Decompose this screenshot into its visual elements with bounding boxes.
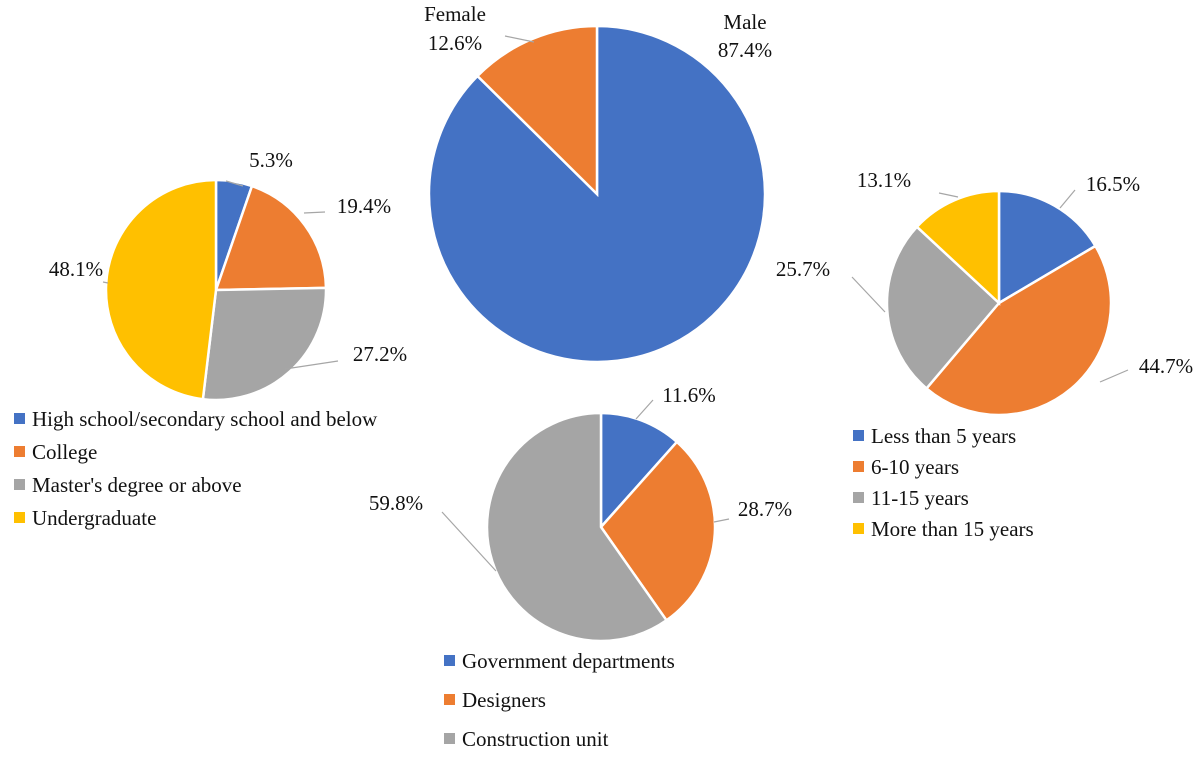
slice-less-than-5-years (997, 189, 1098, 306)
participant-legend: Government departments Designers Construct… (444, 649, 675, 751)
education-pie: 5.3% 19.4% 27.2% 48.1% High school/secondary… (14, 148, 407, 530)
experience-pie: 16.5% 44.7% 25.7% 13.1% Less than 5 years 6-1… (776, 168, 1193, 541)
slice-female (475, 24, 599, 197)
gender-pie: Male 87.4% Female 12.6% (424, 2, 772, 364)
legend-swatch-6-10-years (853, 461, 864, 472)
slice-value-high-school-secondary-school-and-below: 5.3% (249, 148, 293, 172)
slice-name-female: Female (424, 2, 486, 26)
slice-value-government-departments: 11.6% (662, 383, 715, 407)
leader-line (225, 180, 244, 187)
leader-line (851, 276, 886, 313)
legend-label-11-15-years: 11-15 years (871, 486, 969, 510)
legend-label-designers: Designers (462, 688, 546, 712)
legend-label-6-10-years: 6-10 years (871, 455, 959, 479)
leader-line (1059, 189, 1076, 209)
slice-value-male: 87.4% (718, 38, 772, 62)
legend-swatch-undergraduate (14, 512, 25, 523)
legend-label-high-school-secondary-school-and-below: High school/secondary school and below (32, 407, 378, 431)
legend-label-undergraduate: Undergraduate (32, 506, 156, 530)
slice-value-female: 12.6% (428, 31, 482, 55)
legend-swatch-construction-unit (444, 733, 455, 744)
slice-value-college: 19.4% (337, 194, 391, 218)
slice-value-more-than-15-years: 13.1% (857, 168, 911, 192)
legend-swatch-master-s-degree-or-above (14, 479, 25, 490)
slice-value-construction-unit: 59.8% (369, 491, 423, 515)
leader-line (284, 360, 339, 370)
slice-college (214, 184, 328, 292)
leader-line (441, 511, 497, 572)
leader-line (303, 211, 326, 214)
slice-construction-unit (485, 411, 669, 643)
slice-master-s-degree-or-above (201, 286, 328, 402)
slice-11-15-years (885, 225, 1001, 391)
legend-label-construction-unit: Construction unit (462, 727, 609, 751)
legend-label-government-departments: Government departments (462, 649, 675, 673)
legend-swatch-designers (444, 694, 455, 705)
slice-value-less-than-5-years: 16.5% (1086, 172, 1140, 196)
leader-line (102, 281, 109, 284)
leader-line (504, 35, 535, 43)
legend-swatch-11-15-years (853, 492, 864, 503)
slice-value-designers: 28.7% (738, 497, 792, 521)
slice-value-6-10-years: 44.7% (1139, 354, 1193, 378)
legend-label-less-than-5-years: Less than 5 years (871, 424, 1016, 448)
slice-undergraduate (104, 178, 218, 401)
legend-swatch-government-departments (444, 655, 455, 666)
experience-legend: Less than 5 years 6-10 years 11-15 years Mo… (853, 424, 1034, 541)
legend-label-more-than-15-years: More than 15 years (871, 517, 1034, 541)
slice-name-male: Male (723, 10, 766, 34)
slice-6-10-years (924, 244, 1113, 417)
slice-designers (599, 440, 717, 623)
legend-swatch-less-than-5-years (853, 430, 864, 441)
legend-swatch-more-than-15-years (853, 523, 864, 534)
legend-swatch-college (14, 446, 25, 457)
leader-line (635, 399, 654, 420)
slice-government-departments (599, 411, 679, 531)
slice-value-11-15-years: 25.7% (776, 257, 830, 281)
leader-line (1099, 369, 1129, 383)
legend-label-master-s-degree-or-above: Master's degree or above (32, 473, 242, 497)
leader-line (713, 518, 730, 523)
slice-value-undergraduate: 48.1% (49, 257, 103, 281)
slice-value-master-s-degree-or-above: 27.2% (353, 342, 407, 366)
participant-pie: 11.6% 28.7% 59.8% Government departments Des… (369, 383, 792, 751)
legend-label-college: College (32, 440, 97, 464)
slice-more-than-15-years (915, 189, 1001, 306)
leader-line (938, 192, 959, 198)
legend-swatch-high-school-secondary-school-and-below (14, 413, 25, 424)
education-legend: High school/secondary school and below Co… (14, 407, 378, 530)
